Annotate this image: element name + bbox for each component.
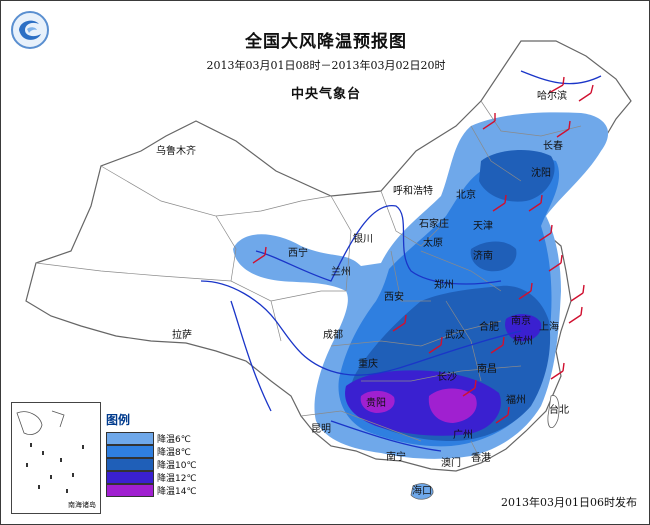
hainan-island [410,483,434,500]
cooling-zone-10-north [479,149,555,202]
city-shanghai: 上海 [539,320,559,333]
south-china-sea-inset: 南海诸岛 [11,402,101,514]
city-lhasa: 拉萨 [172,328,192,341]
legend-label: 降温10℃ [157,461,197,471]
legend-item: 降温8℃ [106,445,197,458]
taiwan-island [547,395,560,429]
city-chongqing: 重庆 [358,357,378,370]
agency-name: 中央气象台 [290,87,361,102]
legend-label: 降温12℃ [157,474,197,484]
city-urumqi: 乌鲁木齐 [156,144,196,157]
city-hangzhou: 杭州 [513,334,533,347]
legend-swatch [106,471,154,484]
city-shenyang: 沈阳 [531,166,551,179]
cooling-zone-14-west [360,390,395,413]
city-guiyang: 贵阳 [366,396,386,409]
city-haikou: 海口 [412,484,432,497]
cooling-zone-12-east [505,314,542,342]
legend-title: 图例 [106,413,131,427]
city-xining: 西宁 [288,246,308,259]
city-kunming: 昆明 [311,423,331,435]
city-harbin: 哈尔滨 [537,89,567,102]
legend: 图例 降温6℃ 降温8℃ 降温10℃ 降温12℃ 降温14℃ [106,411,197,497]
legend-label: 降温8℃ [157,448,191,458]
legend-swatch [106,432,154,445]
city-yinchuan: 银川 [353,232,373,245]
legend-swatch [106,445,154,458]
legend-item: 降温12℃ [106,471,197,484]
map-title: 全国大风降温预报图 [245,32,407,52]
city-hefei: 合肥 [479,320,499,333]
city-taiyuan: 太原 [423,236,443,249]
cma-logo-icon [11,11,49,49]
city-changsha: 长沙 [437,371,457,383]
city-tianjin: 天津 [473,220,493,232]
city-changchun: 长春 [543,140,563,152]
city-chengdu: 成都 [323,329,343,341]
legend-item: 降温10℃ [106,458,197,471]
city-zhengzhou: 郑州 [434,278,454,291]
city-nanchang: 南昌 [477,362,497,375]
city-beijing: 北京 [456,188,476,201]
cooling-zone-10-shandong [470,241,517,272]
city-lanzhou: 兰州 [331,265,351,278]
city-taipei: 台北 [549,403,569,416]
legend-label: 降温14℃ [157,487,197,497]
legend-item: 降温14℃ [106,484,197,497]
inset-caption: 南海诸岛 [68,500,96,509]
legend-label: 降温6℃ [157,435,191,445]
city-macau: 澳门 [441,456,461,469]
city-guangzhou: 广州 [453,429,473,441]
city-hongkong: 香港 [471,452,491,464]
city-wuhan: 武汉 [445,328,465,341]
city-nanjing: 南京 [511,314,531,327]
city-nanning: 南宁 [386,450,406,463]
city-xian: 西安 [384,290,404,303]
island-dots [26,443,84,493]
rivers [200,70,602,452]
city-hohhot: 呼和浩特 [393,185,433,197]
city-fuzhou: 福州 [506,393,526,406]
city-jinan: 济南 [473,249,493,262]
city-shijiazhuang: 石家庄 [419,217,449,230]
legend-swatch [106,484,154,497]
forecast-period: 2013年03月01日08时－2013年03月02日20时 [206,59,446,72]
wind-barbs [252,76,594,424]
city-labels: 乌鲁木齐 哈尔滨 长春 沈阳 呼和浩特 北京 天津 石家庄 银川 太原 济南 西… [156,89,569,497]
legend-item: 降温6℃ [106,432,197,445]
publish-time: 2013年03月01日06时发布 [501,496,637,509]
legend-swatch [106,458,154,471]
cooling-zone-14 [428,388,477,423]
province-borders [35,100,582,462]
